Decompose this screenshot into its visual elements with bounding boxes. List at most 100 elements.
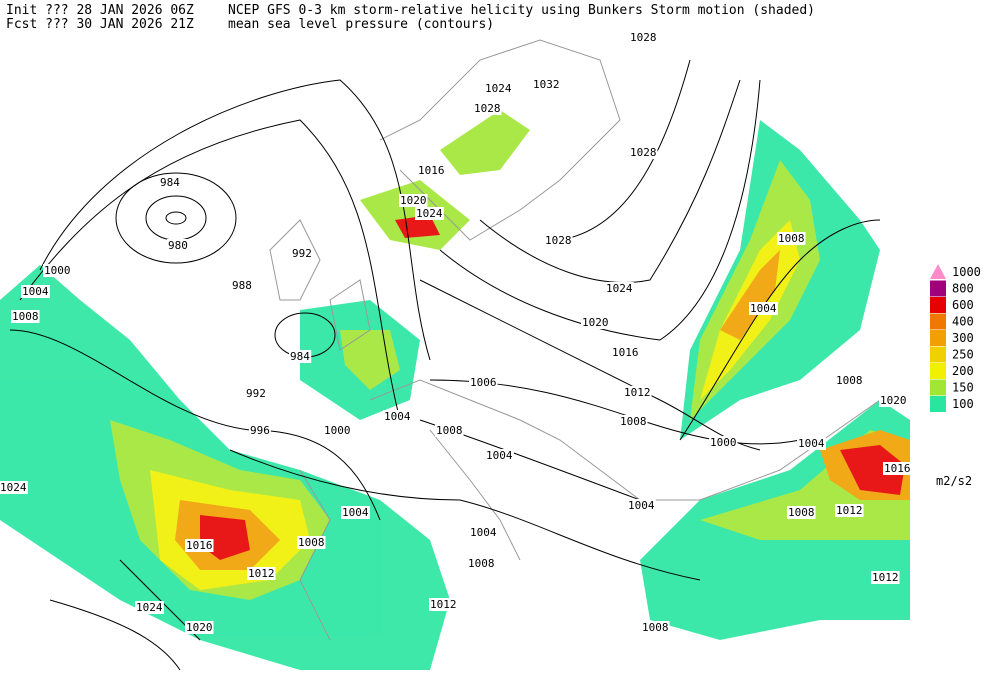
contour-label-bg <box>341 506 370 519</box>
contour-label: 1006 <box>470 376 497 389</box>
contour-label-bg <box>0 481 28 494</box>
contour-label: 1020 <box>582 316 609 329</box>
contour-label: 1008 <box>436 424 463 437</box>
contour-label: 1028 <box>630 31 657 44</box>
contour-label: 1024 <box>0 481 27 494</box>
contour-label-bg <box>249 424 271 437</box>
contour-label-bg <box>485 449 514 462</box>
contour-label: 1028 <box>545 234 572 247</box>
contour-label-bg <box>383 410 412 423</box>
contour-label: 988 <box>232 279 252 292</box>
legend-swatch <box>930 330 946 346</box>
contour-label-bg <box>289 350 312 363</box>
legend-label: 150 <box>952 381 974 395</box>
contour-label-bg <box>629 146 658 159</box>
contour-label-bg <box>879 394 908 407</box>
helicity-shading <box>0 110 910 670</box>
contour-label: 1008 <box>12 310 39 323</box>
map-title: NCEP GFS 0-3 km storm-relative helicity … <box>228 3 815 18</box>
contour-label-bg <box>611 346 640 359</box>
legend-swatch <box>930 297 946 313</box>
contour-label-bg <box>417 164 446 177</box>
contour-label: 1016 <box>418 164 445 177</box>
contour-label: 1032 <box>533 78 560 91</box>
contour-label: 1008 <box>642 621 669 634</box>
contour-label-bg <box>835 504 864 517</box>
contour-label: 1004 <box>486 449 513 462</box>
legend-label: 800 <box>952 282 974 296</box>
contour-label: 1004 <box>342 506 369 519</box>
legend-swatch <box>930 280 946 297</box>
contour-label-bg <box>185 539 214 552</box>
contour-label: 1020 <box>400 194 427 207</box>
contour-label-bg <box>787 506 816 519</box>
contour-label: 1008 <box>468 557 495 570</box>
contour-label: 1016 <box>612 346 639 359</box>
contour-label-bg <box>297 536 326 549</box>
contour-label: 980 <box>168 239 188 252</box>
contour-label: 1012 <box>430 598 457 611</box>
contour-label: 992 <box>246 387 266 400</box>
contour-label-bg <box>605 282 634 295</box>
contour-label-bg <box>185 621 214 634</box>
contour-label-bg <box>399 194 428 207</box>
contour-label-bg <box>429 598 458 611</box>
legend-swatch <box>930 346 946 363</box>
contour-label-bg <box>777 232 806 245</box>
contour-label: 1016 <box>884 462 911 475</box>
contour-label-bg <box>484 82 513 95</box>
contour-label-bg <box>544 234 573 247</box>
contour-label: 1004 <box>384 410 411 423</box>
contour-label-bg <box>415 207 444 220</box>
contour-label: 1020 <box>186 621 213 634</box>
contour-label-bg <box>159 176 182 189</box>
contour-label-bg <box>749 302 778 315</box>
contour-label: 1000 <box>324 424 351 437</box>
contour-label-bg <box>619 415 648 428</box>
legend-swatch <box>930 313 946 330</box>
contour-label-bg <box>11 310 40 323</box>
contour-label: 1024 <box>416 207 443 220</box>
contour-label-bg <box>291 247 313 260</box>
contour-label: 1016 <box>186 539 213 552</box>
contour-label-bg <box>323 424 352 437</box>
contour-label-bg <box>21 285 50 298</box>
contour-label: 1004 <box>750 302 777 315</box>
contour-label: 1004 <box>798 437 825 450</box>
contour-label-bg <box>135 601 164 614</box>
legend-swatch <box>930 396 946 412</box>
contour-label-bg <box>627 499 656 512</box>
contour-label-bg <box>797 437 826 450</box>
contour-label: 1004 <box>22 285 49 298</box>
legend-swatch <box>930 379 946 396</box>
contour-label-bg <box>469 526 498 539</box>
contour-label: 1024 <box>606 282 633 295</box>
contour-label: 1028 <box>474 102 501 115</box>
contour-label: 1012 <box>836 504 863 517</box>
contour-label: 984 <box>290 350 310 363</box>
contour-label-bg <box>835 374 864 387</box>
contour-label-bg <box>623 386 652 399</box>
contour-label: 1028 <box>630 146 657 159</box>
contour-label: 1000 <box>44 264 71 277</box>
contour-label: 1008 <box>788 506 815 519</box>
contour-label-bg <box>532 78 561 91</box>
legend-label: 250 <box>952 348 974 362</box>
init-time: Init ??? 28 JAN 2026 06Z <box>6 3 194 18</box>
legend-label: 400 <box>952 315 974 329</box>
contour-label: 1004 <box>628 499 655 512</box>
legend-label: 200 <box>952 364 974 378</box>
contour-label: 992 <box>292 247 312 260</box>
contour-label: 1024 <box>485 82 512 95</box>
contour-label-bg <box>473 102 502 115</box>
legend-unit: m2/s2 <box>936 474 972 488</box>
contour-label-bg <box>581 316 610 329</box>
contour-label: 1012 <box>248 567 275 580</box>
legend-label: 100 <box>952 397 974 411</box>
contour-label: 1008 <box>778 232 805 245</box>
legend-label: 1000 <box>952 265 981 279</box>
contour-label: 1008 <box>298 536 325 549</box>
contour-label-bg <box>883 462 912 475</box>
contour-label: 1008 <box>836 374 863 387</box>
